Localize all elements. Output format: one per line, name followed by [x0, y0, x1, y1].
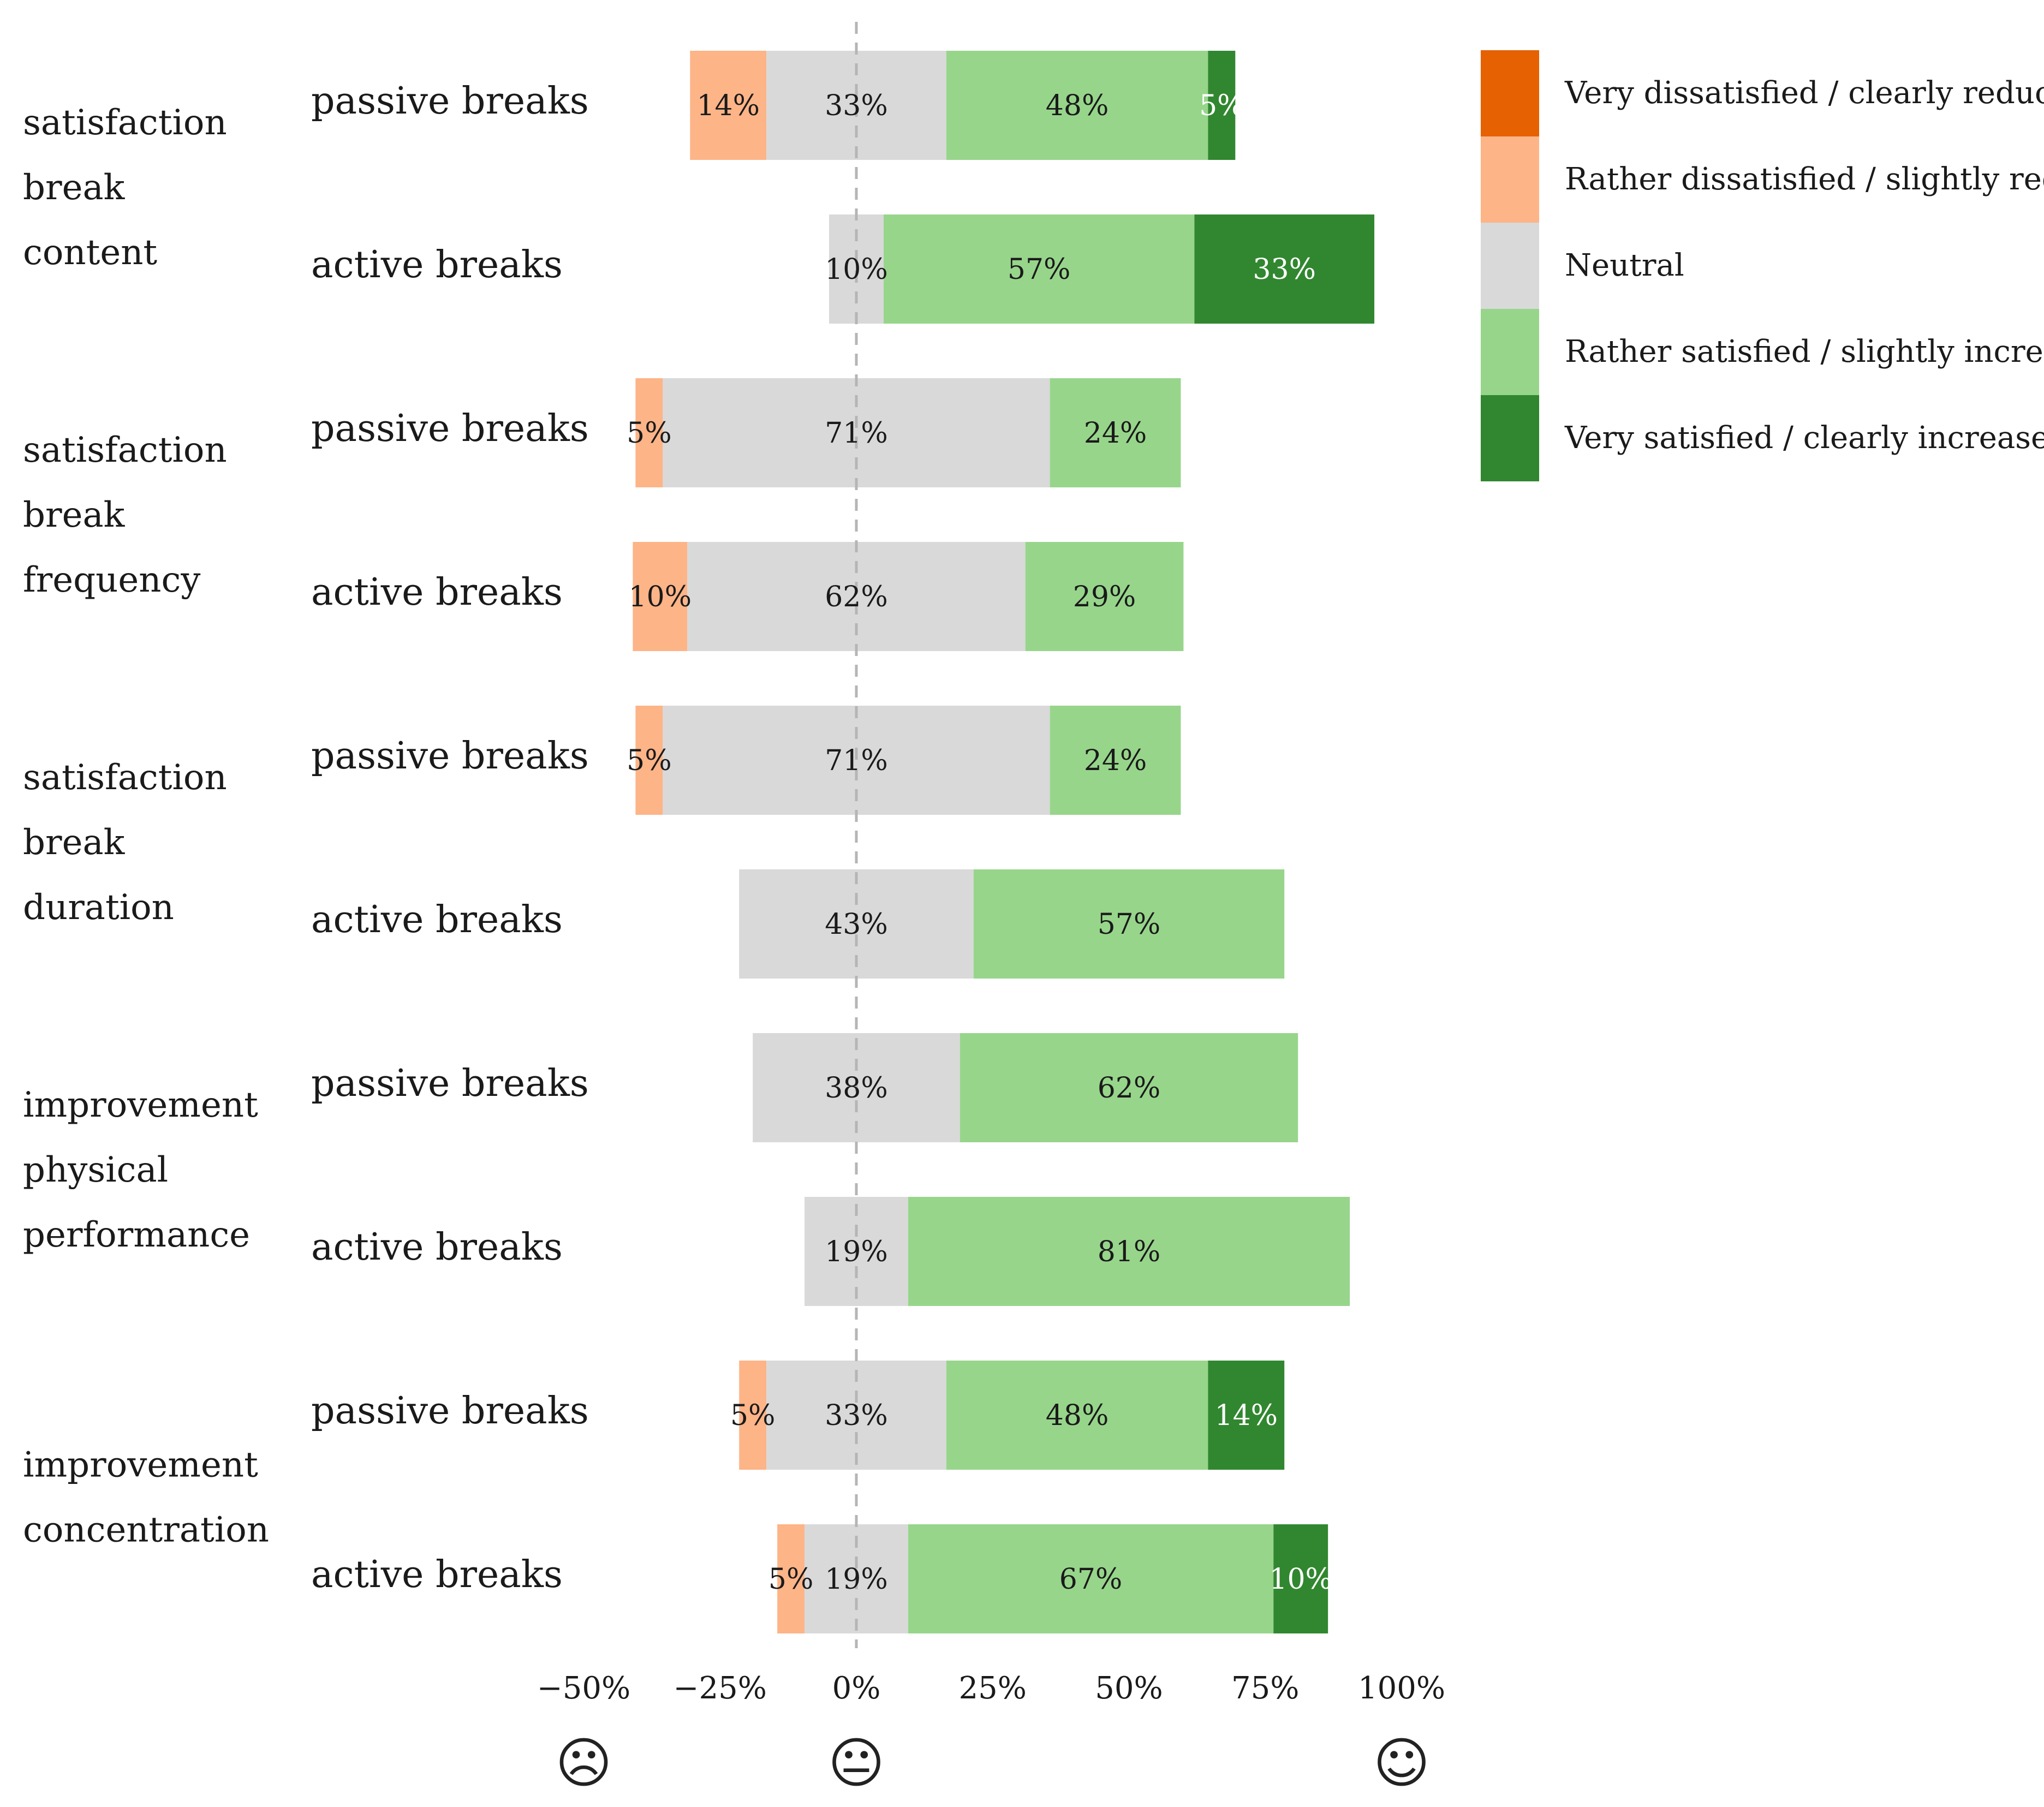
segment-value-label: 57% — [1008, 253, 1071, 286]
bar-segment-g1-r0-c3 — [1050, 378, 1181, 487]
legend: Very dissatisfied / clearly reduced Rathe… — [1481, 50, 2044, 481]
group-label-line: break — [23, 822, 126, 863]
labels-layer: 14% 33% 48% 5% passive breaks 10% 57% 33% active… — [23, 80, 1332, 1596]
bar-segment-g2-r1-c3 — [973, 869, 1285, 979]
row-label: passive breaks — [311, 407, 589, 450]
segment-value-label: 71% — [825, 417, 888, 450]
legend-swatch — [1481, 136, 1539, 223]
bar-segment-g2-r0-c1 — [635, 706, 663, 815]
group-label-line: break — [23, 495, 126, 535]
x-tick-label: 25% — [959, 1671, 1027, 1706]
bar-segment-g1-r1-c3 — [1025, 542, 1184, 651]
row-label: passive breaks — [311, 1389, 589, 1433]
row-label: active breaks — [311, 571, 563, 614]
bar-segment-g3-r1-c3 — [908, 1197, 1350, 1306]
legend-label: Rather satisfied / slightly increased — [1565, 334, 2044, 369]
segment-value-label: 71% — [825, 744, 888, 777]
group-label-line: frequency — [23, 560, 200, 600]
row-label: active breaks — [311, 1553, 563, 1596]
legend-label: Rather dissatisfied / slightly reduced — [1565, 162, 2044, 197]
segment-value-label: 5% — [768, 1563, 814, 1596]
bars-layer — [633, 51, 1375, 1633]
bar-segment-g1-r1-c1 — [633, 542, 688, 651]
bar-segment-g4-r1-c1 — [777, 1524, 805, 1633]
segment-value-label: 14% — [1214, 1399, 1278, 1432]
bar-segment-g0-r0-c4 — [1208, 51, 1236, 160]
bar-segment-g0-r0-c3 — [946, 51, 1208, 160]
x-tick-label: 100% — [1358, 1671, 1445, 1706]
segment-value-label: 10% — [629, 581, 692, 613]
x-tick-label: 0% — [832, 1671, 881, 1706]
segment-value-label: 62% — [1098, 1072, 1161, 1105]
segment-value-label: 67% — [1059, 1563, 1123, 1596]
group-label-line: duration — [23, 887, 174, 928]
segment-value-label: 24% — [1084, 417, 1147, 450]
bar-segment-g4-r1-c3 — [908, 1524, 1274, 1633]
legend-swatch — [1481, 50, 1539, 136]
segment-value-label: 5% — [1199, 90, 1244, 122]
bar-segment-g4-r0-c4 — [1208, 1361, 1285, 1470]
x-tick-label: −25% — [674, 1671, 767, 1706]
segment-value-label: 5% — [627, 417, 672, 450]
bar-segment-g4-r1-c4 — [1273, 1524, 1328, 1633]
legend-swatch — [1481, 309, 1539, 395]
legend-swatch — [1481, 395, 1539, 481]
segment-value-label: 5% — [730, 1399, 776, 1432]
segment-value-label: 19% — [825, 1563, 888, 1596]
frown-face-icon: ☹ — [555, 1731, 612, 1795]
segment-value-label: 57% — [1098, 908, 1161, 941]
segment-value-label: 33% — [825, 1399, 888, 1432]
bar-segment-g4-r0-c1 — [739, 1361, 767, 1470]
segment-value-label: 33% — [1253, 253, 1316, 286]
bar-segment-g0-r1-c3 — [883, 214, 1195, 324]
segment-value-label: 19% — [825, 1236, 888, 1268]
row-label: active breaks — [311, 898, 563, 941]
group-label-line: break — [23, 168, 126, 208]
segment-value-label: 38% — [825, 1072, 888, 1105]
segment-value-label: 24% — [1084, 744, 1147, 777]
group-label-line: improvement — [23, 1445, 258, 1486]
smile-face-icon: ☺ — [1373, 1731, 1430, 1795]
group-label-line: satisfaction — [23, 103, 227, 143]
neutral-face-icon: 😐 — [828, 1731, 885, 1795]
bar-segment-g0-r1-c4 — [1194, 214, 1375, 324]
segment-value-label: 62% — [825, 581, 888, 613]
x-axis: −50% −25% 0% 25% 50% 75% 100% ☹ 😐 ☺ — [537, 1671, 1445, 1795]
x-tick-label: −50% — [537, 1671, 630, 1706]
legend-label: Very dissatisfied / clearly reduced — [1564, 75, 2044, 111]
segment-value-label: 14% — [696, 90, 760, 122]
row-label: active breaks — [311, 1226, 563, 1269]
segment-value-label: 48% — [1046, 90, 1109, 122]
segment-value-label: 48% — [1046, 1399, 1109, 1432]
bar-segment-g4-r0-c3 — [946, 1361, 1208, 1470]
bar-segment-g0-r0-c1 — [690, 51, 767, 160]
row-label: passive breaks — [311, 1062, 589, 1105]
segment-value-label: 81% — [1098, 1236, 1161, 1268]
x-tick-label: 50% — [1095, 1671, 1163, 1706]
group-label-line: physical — [23, 1150, 168, 1190]
segment-value-label: 33% — [825, 90, 888, 122]
bar-segment-g2-r0-c3 — [1050, 706, 1181, 815]
bar-segment-g3-r0-c3 — [960, 1033, 1298, 1142]
row-label: active breaks — [311, 243, 563, 287]
row-label: passive breaks — [311, 80, 589, 123]
group-label-line: concentration — [23, 1510, 269, 1550]
legend-swatch — [1481, 223, 1539, 309]
segment-value-label: 43% — [825, 908, 888, 941]
x-tick-label: 75% — [1231, 1671, 1299, 1706]
legend-label: Neutral — [1565, 248, 1684, 283]
segment-value-label: 10% — [1269, 1563, 1332, 1596]
row-label: passive breaks — [311, 735, 589, 778]
segment-value-label: 29% — [1073, 581, 1136, 613]
group-label-line: improvement — [23, 1085, 258, 1125]
group-label-line: satisfaction — [23, 430, 227, 470]
legend-label: Very satisfied / clearly increased — [1564, 420, 2044, 456]
group-label-line: content — [23, 232, 157, 273]
group-label-line: satisfaction — [23, 758, 227, 798]
bar-segment-g1-r0-c1 — [635, 378, 663, 487]
segment-value-label: 10% — [825, 253, 888, 286]
group-label-line: performance — [23, 1215, 250, 1255]
segment-value-label: 5% — [627, 744, 672, 777]
